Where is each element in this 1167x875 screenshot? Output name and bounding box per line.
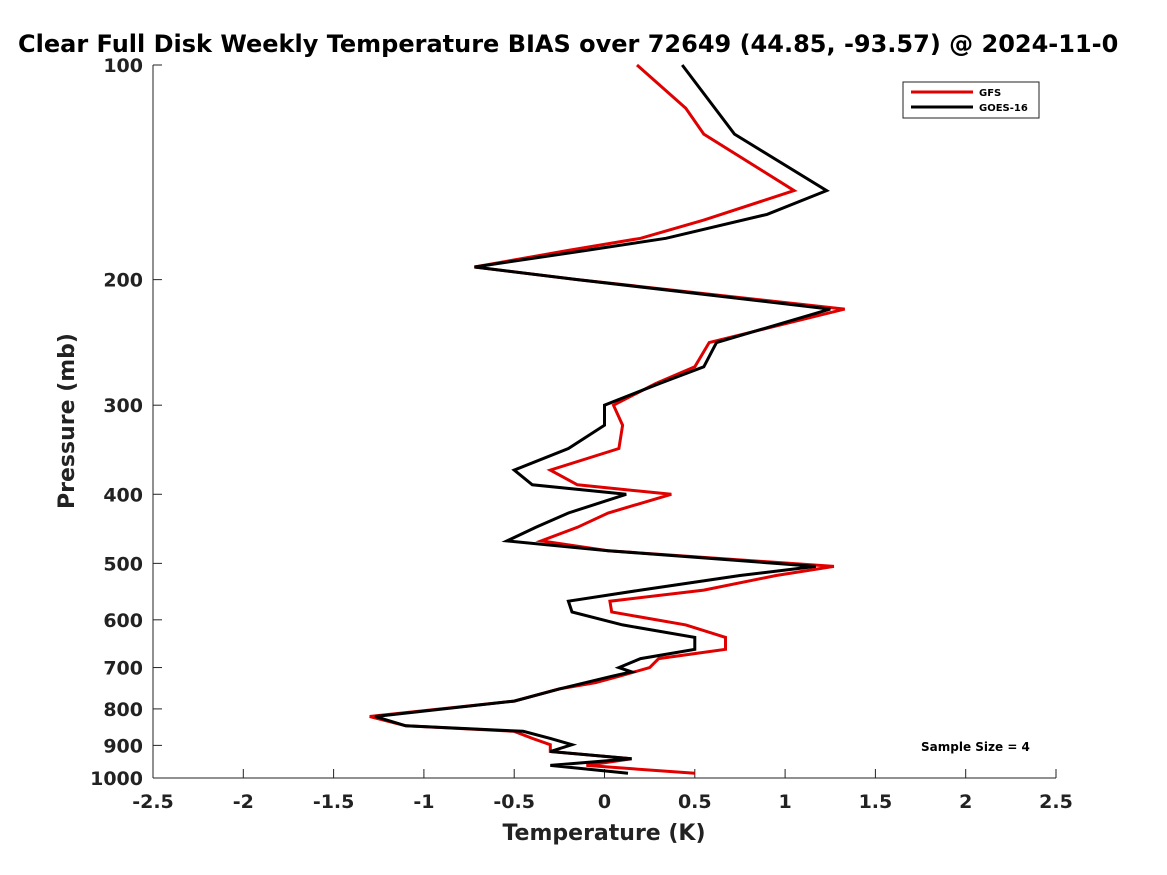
y-tick-label: 400 [103, 484, 143, 506]
x-tick-label: -1.5 [313, 791, 355, 813]
x-tick-label: -1 [413, 791, 434, 813]
series-line-goes-16 [374, 64, 831, 775]
y-tick-label: 200 [103, 270, 143, 292]
x-tick-label: 1 [778, 791, 791, 813]
x-tick-label: 2.5 [1039, 791, 1073, 813]
legend-label-gfs: GFS [979, 88, 1001, 99]
series-lines [369, 63, 846, 775]
x-tick-label: -0.5 [493, 791, 535, 813]
legend: GFS GOES-16 [902, 81, 1040, 119]
x-tick-label: 2 [959, 791, 972, 813]
y-tick-label: 600 [103, 610, 143, 632]
x-tick-label: 0 [598, 791, 611, 813]
x-ticks: -2.5 -2 -1.5 -1 -0.5 0 0.5 1 1.5 2 2.5 [132, 769, 1073, 813]
x-tick-label: 0.5 [678, 791, 712, 813]
y-axis-label: Pressure (mb) [55, 333, 80, 509]
plot-area: -2.5 -2 -1.5 -1 -0.5 0 0.5 1 1.5 2 2.5 100 200 300 40… [90, 55, 1073, 813]
x-axis-label: Temperature (K) [502, 821, 705, 846]
legend-label-goes16: GOES-16 [979, 103, 1028, 114]
y-tick-label: 700 [103, 658, 143, 680]
y-ticks: 100 200 300 400 500 600 700 800 900 1000 [90, 55, 162, 790]
y-tick-label: 100 [103, 55, 143, 77]
x-tick-label: -2 [233, 791, 254, 813]
x-tick-label: -2.5 [132, 791, 174, 813]
y-tick-label: 500 [103, 553, 143, 575]
series-line-gfs [369, 63, 846, 775]
y-tick-label: 300 [103, 395, 143, 417]
y-tick-label: 1000 [90, 768, 143, 790]
x-tick-label: 1.5 [859, 791, 893, 813]
legend-box [902, 81, 1040, 119]
y-tick-label: 800 [103, 699, 143, 721]
chart-title: Clear Full Disk Weekly Temperature BIAS … [18, 30, 1118, 58]
sample-size-annotation: Sample Size = 4 [921, 740, 1030, 754]
y-tick-label: 900 [103, 735, 143, 757]
